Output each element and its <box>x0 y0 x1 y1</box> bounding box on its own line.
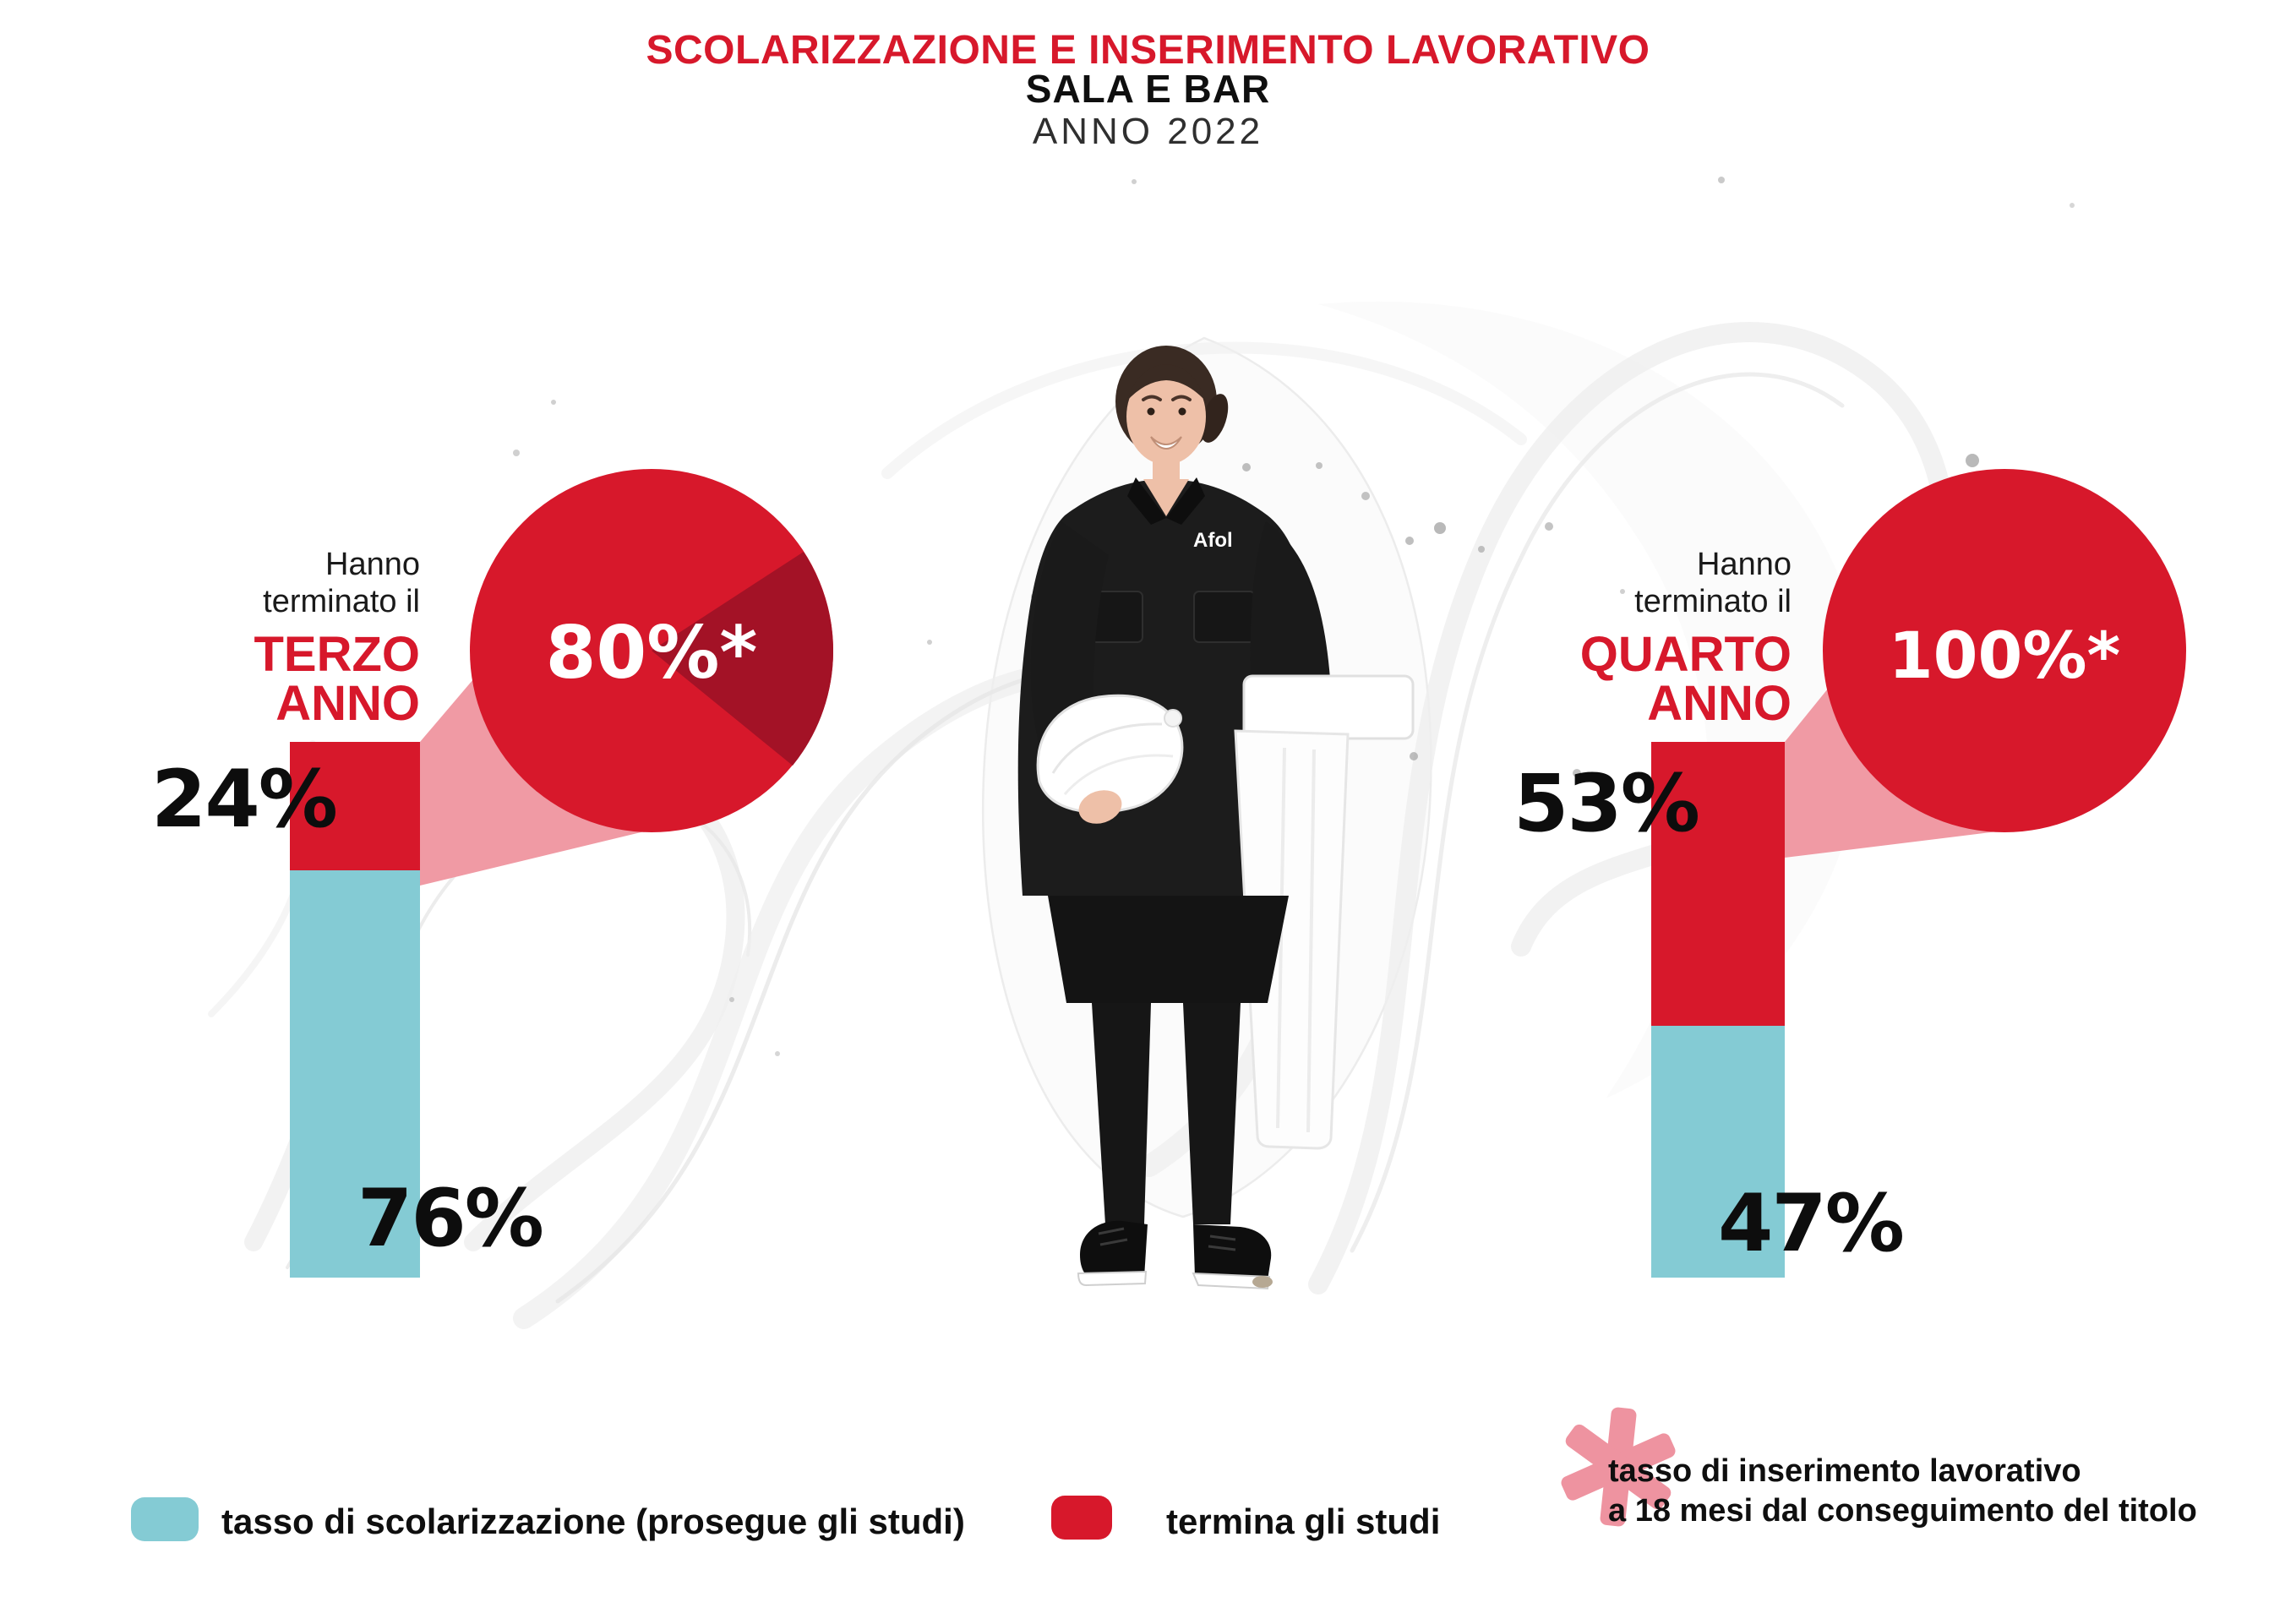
leg <box>1183 1003 1241 1224</box>
quarto-anno-label: Hanno terminato il QUARTO ANNO <box>1437 546 1792 728</box>
terzo-employment-circle <box>470 469 834 832</box>
terzo-label-emphasis: TERZO ANNO <box>254 627 420 731</box>
face <box>1126 368 1206 465</box>
sneakers <box>1077 1220 1273 1290</box>
uniform-logo-text: Afol <box>1193 529 1233 552</box>
quarto-label-line1: Hanno <box>1697 547 1792 582</box>
napkin-bundle <box>1036 694 1184 814</box>
quarto-bar-red-segment <box>1651 742 1785 1026</box>
footnote-line1: tasso di inserimento lavorativo <box>1608 1453 2081 1489</box>
terzo-anno-label: Hanno terminato il TERZO ANNO <box>101 546 420 728</box>
apron <box>1048 896 1289 1003</box>
page-title: SCOLARIZZAZIONE E INSERIMENTO LAVORATIVO <box>646 28 1650 73</box>
terzo-ends-value: 24% <box>151 754 338 846</box>
terzo-bar-red-segment <box>290 742 420 870</box>
terzo-bar-teal-segment <box>290 870 420 1278</box>
year-label: ANNO 2022 <box>1032 111 1264 152</box>
quarto-employment-value: 100%* <box>1888 618 2121 693</box>
quarto-bar-teal-segment <box>1651 1026 1785 1278</box>
teal-swatch-icon <box>131 1497 199 1541</box>
hand <box>1078 790 1122 824</box>
leg <box>1092 1003 1151 1224</box>
page-subtitle: SALA E BAR <box>1025 67 1271 111</box>
terzo-label-line1: Hanno <box>325 547 420 582</box>
quarto-label-emphasis: QUARTO ANNO <box>1579 627 1792 731</box>
chest-pocket <box>1193 591 1256 643</box>
quarto-stacked-bar <box>1651 742 1785 1278</box>
terzo-employment-value: 80%* <box>545 611 758 695</box>
waitress-figure: Afol <box>1017 346 1415 1290</box>
smile <box>1150 436 1182 450</box>
quarto-label-line2: terminato il <box>1634 584 1792 619</box>
footnote-line2: a 18 mesi dal conseguimento del titolo <box>1608 1493 2197 1529</box>
quarto-continues-value: 47% <box>1718 1178 1905 1270</box>
waitress-photo: Afol <box>1017 346 1415 1290</box>
asterisk-icon <box>1561 1407 1676 1527</box>
quarto-employment-circle <box>1823 469 2186 832</box>
service-towel <box>1234 674 1415 1150</box>
red-swatch-icon <box>1051 1496 1112 1540</box>
terzo-continues-value: 76% <box>357 1173 544 1265</box>
footnote: tasso di inserimento lavorativo a 18 mes… <box>1608 1452 2197 1531</box>
terzo-pie-remainder-wedge <box>652 552 834 766</box>
terzo-stacked-bar <box>290 742 420 1278</box>
legend-label-termina: termina gli studi <box>1166 1502 1441 1541</box>
legend-label-scolarizzazione: tasso di scolarizzazione (prosegue gli s… <box>221 1502 965 1541</box>
terzo-label-line2: terminato il <box>263 584 420 619</box>
quarto-ends-value: 53% <box>1513 758 1700 850</box>
